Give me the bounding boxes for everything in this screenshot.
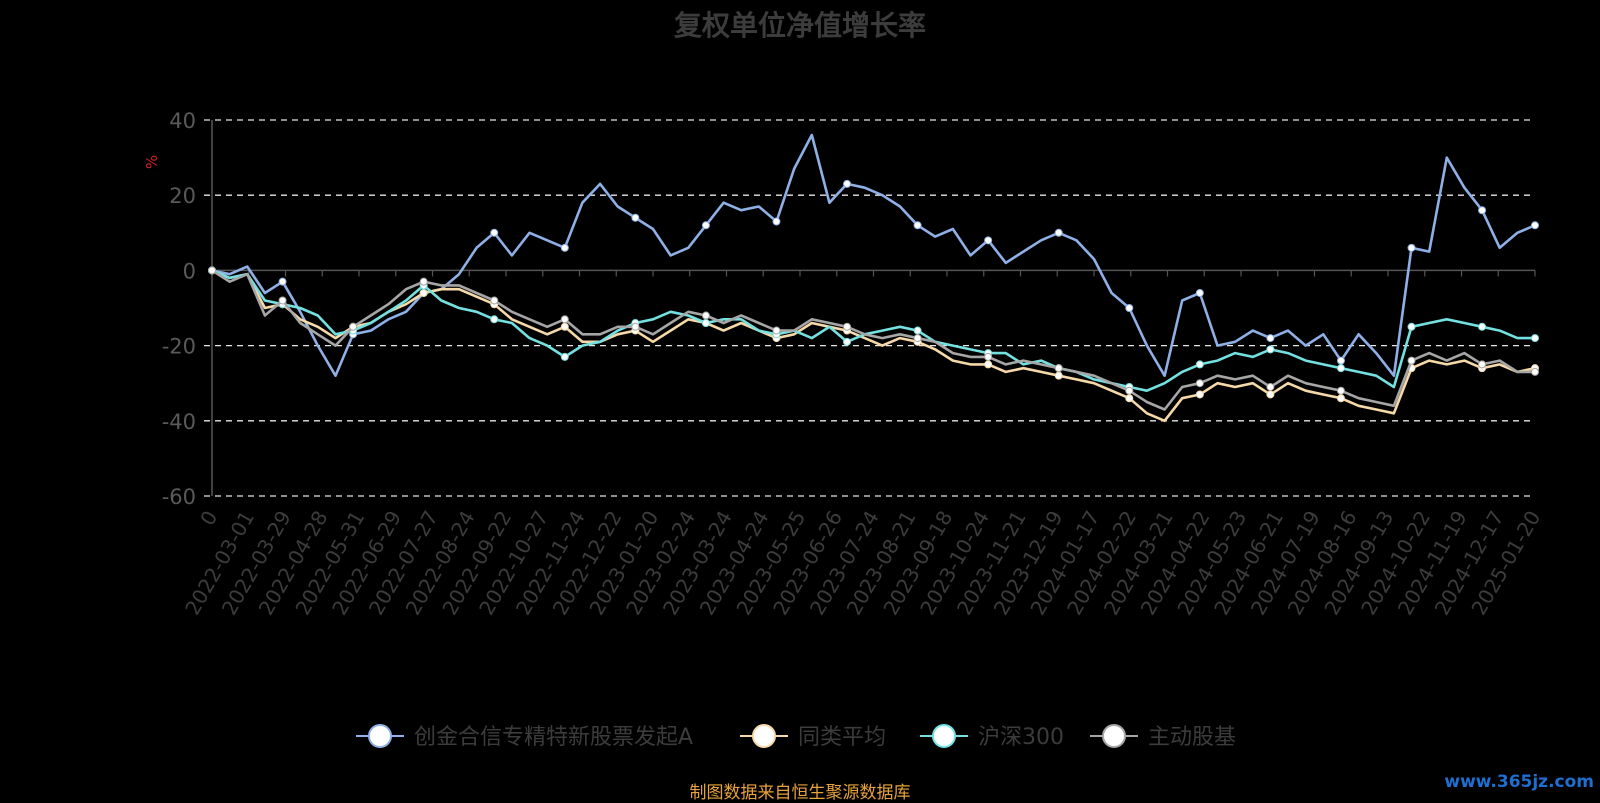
data-point	[913, 334, 922, 343]
data-point	[631, 322, 640, 331]
data-point	[419, 288, 428, 297]
series-line	[211, 269, 1535, 411]
grid	[204, 119, 1535, 497]
series-line	[211, 269, 1536, 423]
data-point	[1336, 394, 1345, 403]
data-point	[1195, 288, 1204, 297]
series-line	[211, 133, 1536, 378]
data-point	[1195, 390, 1204, 399]
data-point	[278, 296, 287, 305]
watermark: www.365jz.com	[1444, 772, 1594, 792]
legend[interactable]: 创金合信专精特新股票发起A 同类平均 沪深300 主动股基	[356, 724, 1236, 750]
legend-item[interactable]: 主动股基	[1090, 724, 1236, 750]
data-point	[1407, 243, 1416, 252]
data-point	[1266, 390, 1275, 399]
data-point	[1054, 364, 1063, 373]
y-tick-label: -20	[162, 335, 196, 359]
y-tick-label: 20	[169, 184, 196, 208]
chart-title: 复权单位净值增长率	[673, 9, 926, 42]
data-point	[560, 315, 569, 324]
data-point	[1266, 334, 1275, 343]
data-point	[278, 277, 287, 286]
data-point	[1531, 334, 1539, 343]
data-point	[560, 352, 569, 361]
data-point	[913, 326, 922, 335]
data-point	[1336, 386, 1345, 395]
data-point	[1125, 304, 1134, 312]
data-point	[1407, 322, 1416, 331]
legend-marker-icon	[932, 724, 956, 748]
data-point	[1125, 386, 1134, 395]
data-point	[1195, 379, 1204, 388]
data-point	[1266, 345, 1275, 354]
legend-item[interactable]: 同类平均	[740, 724, 886, 750]
data-point	[772, 326, 781, 335]
data-point	[1336, 364, 1345, 373]
legend-label: 主动股基	[1148, 725, 1236, 750]
data-point	[1125, 394, 1134, 403]
data-point	[843, 337, 852, 346]
y-tick-label: 40	[169, 109, 196, 133]
data-point	[631, 213, 640, 222]
data-point	[843, 322, 852, 331]
data-point	[349, 322, 358, 331]
data-point	[1336, 356, 1345, 365]
data-point	[419, 277, 428, 286]
data-point	[1054, 371, 1063, 380]
data-point	[984, 352, 993, 361]
data-point	[560, 243, 569, 252]
data-point	[701, 319, 710, 328]
y-tick-label: -60	[162, 485, 196, 509]
data-point	[1478, 322, 1487, 331]
legend-item[interactable]: 创金合信专精特新股票发起A	[356, 724, 693, 750]
y-tick-label: -40	[162, 410, 196, 434]
data-point	[1531, 221, 1539, 230]
legend-marker-icon	[752, 724, 776, 748]
y-tick-label: 0	[183, 259, 196, 283]
data-point	[490, 228, 499, 237]
legend-label: 沪深300	[978, 725, 1064, 750]
data-point	[1054, 228, 1063, 237]
data-point	[1407, 356, 1416, 365]
source-note: 制图数据来自恒生聚源数据库	[689, 783, 911, 803]
data-point	[490, 315, 499, 324]
legend-marker-icon	[368, 724, 392, 748]
data-point	[913, 221, 922, 230]
data-point	[208, 266, 216, 275]
legend-label: 创金合信专精特新股票发起A	[414, 725, 693, 750]
data-point	[701, 311, 710, 320]
legend-item[interactable]: 沪深300	[920, 724, 1064, 750]
series	[208, 133, 1539, 423]
data-point	[843, 179, 852, 188]
y-axis-label: %	[143, 155, 161, 169]
data-point	[1478, 206, 1487, 215]
data-point	[1195, 360, 1204, 369]
data-point	[984, 360, 993, 369]
data-point	[1478, 360, 1487, 369]
data-point	[772, 217, 781, 226]
data-point	[560, 322, 569, 331]
legend-label: 同类平均	[798, 725, 886, 750]
data-point	[984, 236, 993, 245]
data-point	[701, 221, 710, 230]
data-point	[490, 296, 499, 305]
series-line	[211, 269, 1535, 393]
data-point	[1266, 382, 1275, 391]
x-tick-label: 0	[195, 507, 222, 530]
legend-marker-icon	[1102, 724, 1126, 748]
data-point	[1531, 367, 1539, 376]
